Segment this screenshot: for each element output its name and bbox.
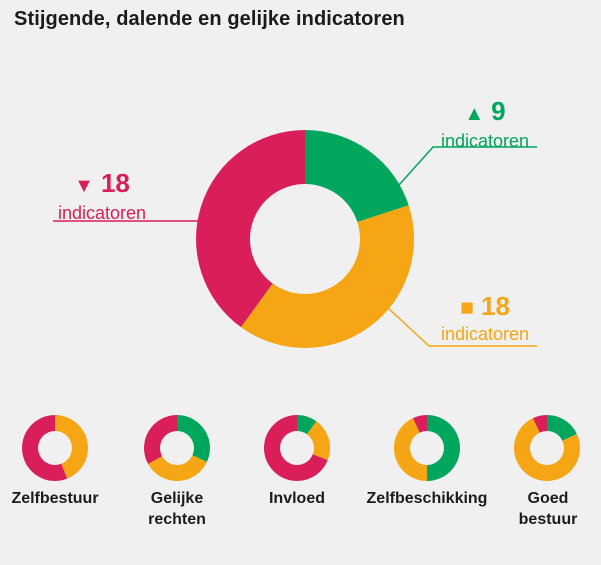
mini-donut-1-segment-pink — [21, 415, 68, 481]
mini-donut-2-segment-pink — [143, 415, 177, 464]
mini-donut-4-segment-green — [427, 415, 460, 481]
mini-donut-2-segment-green — [177, 415, 211, 463]
falling-unit-label: indicatoren — [57, 203, 147, 223]
equal-connector-line — [387, 307, 537, 347]
main-donut-segment-pink — [196, 130, 305, 328]
mini-donut-2-segment-orange — [148, 455, 207, 482]
annotation-rising: ▲ 9 indicatoren — [433, 97, 537, 151]
mini-donut-4-segment-pink — [412, 415, 427, 433]
mini-donut-label-zelfbestuur: Zelfbestuur — [11, 490, 99, 507]
rising-value: 9 — [491, 96, 506, 126]
square-icon: ■ — [460, 294, 474, 320]
mini-donut-5-segment-pink — [532, 415, 547, 433]
equal-value: 18 — [480, 291, 510, 321]
mini-donut-5-segment-green — [547, 415, 577, 441]
mini-donut-label-zelfbeschikking: Zelfbeschikking — [366, 490, 488, 507]
chart-title: Stijgende, dalende en gelijke indicatore… — [14, 8, 405, 30]
main-donut-segment-orange — [240, 205, 415, 349]
mini-donut-4-segment-orange — [393, 418, 427, 481]
triangle-down-icon: ▼ — [74, 175, 94, 197]
falling-value: 18 — [100, 168, 130, 198]
mini-donut-label-goed-bestuur: Goed bestuur — [518, 490, 578, 528]
rising-value-row: ▲ 9 — [433, 97, 537, 128]
falling-value-row: ▼ 18 — [40, 169, 164, 200]
rising-unit-label: indicatoren — [440, 131, 530, 151]
rising-connector-line — [398, 146, 537, 186]
mini-donut-label-invloed: Invloed — [268, 490, 325, 507]
annotation-falling: ▼ 18 indicatoren — [40, 169, 164, 223]
annotation-equal: ■ 18 indicatoren — [433, 292, 537, 344]
mini-donut-3-segment-green — [297, 415, 317, 435]
equal-unit-label: indicatoren — [440, 324, 530, 344]
triangle-up-icon: ▲ — [464, 103, 485, 125]
mini-donut-5-segment-orange — [514, 418, 581, 481]
mini-donut-1-segment-orange — [55, 415, 88, 479]
mini-donut-3-segment-pink — [263, 415, 328, 481]
equal-value-row: ■ 18 — [433, 292, 537, 321]
mini-donut-label-gelijke-rechten: Gelijke rechten — [148, 490, 206, 528]
mini-donut-3-segment-orange — [306, 421, 330, 461]
main-donut-segment-green — [305, 130, 409, 222]
